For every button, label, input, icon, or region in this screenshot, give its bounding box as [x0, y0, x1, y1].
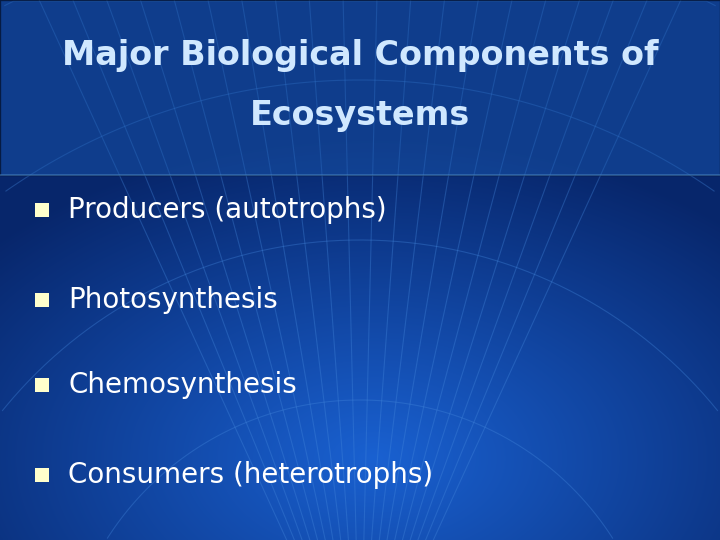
FancyBboxPatch shape [35, 293, 49, 307]
FancyBboxPatch shape [35, 203, 49, 217]
Text: Producers (autotrophs): Producers (autotrophs) [68, 196, 387, 224]
FancyBboxPatch shape [35, 378, 49, 392]
FancyBboxPatch shape [35, 468, 49, 482]
FancyBboxPatch shape [0, 0, 720, 175]
Text: Chemosynthesis: Chemosynthesis [68, 371, 297, 399]
Text: Ecosystems: Ecosystems [250, 98, 470, 132]
Text: Major Biological Components of: Major Biological Components of [62, 38, 658, 71]
Text: Consumers (heterotrophs): Consumers (heterotrophs) [68, 461, 433, 489]
Text: Photosynthesis: Photosynthesis [68, 286, 278, 314]
